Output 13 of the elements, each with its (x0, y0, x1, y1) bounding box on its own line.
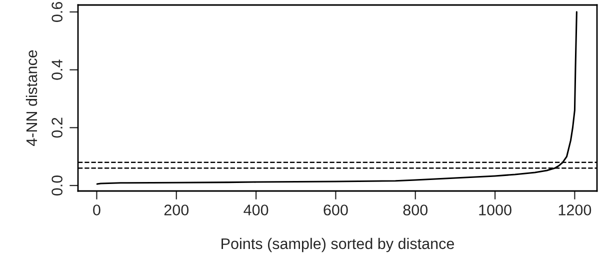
x-tick-label: 800 (403, 204, 428, 216)
y-tick-label: 0.0 (52, 175, 62, 196)
x-axis-title: Points (sample) sorted by distance (222, 238, 454, 252)
x-tick-label: 600 (324, 204, 348, 216)
x-tick-label: 1000 (479, 204, 512, 216)
x-tick-label: 400 (244, 204, 268, 216)
x-tick-label: 1200 (558, 204, 592, 216)
y-tick-label: 0.6 (52, 2, 62, 22)
x-tick-label: 200 (164, 204, 189, 216)
y-tick-label: 0.2 (52, 118, 62, 138)
y-tick-label: 0.4 (52, 60, 62, 80)
x-tick-label: 0 (93, 204, 100, 216)
y-axis-title: 4-NN distance (26, 50, 38, 146)
